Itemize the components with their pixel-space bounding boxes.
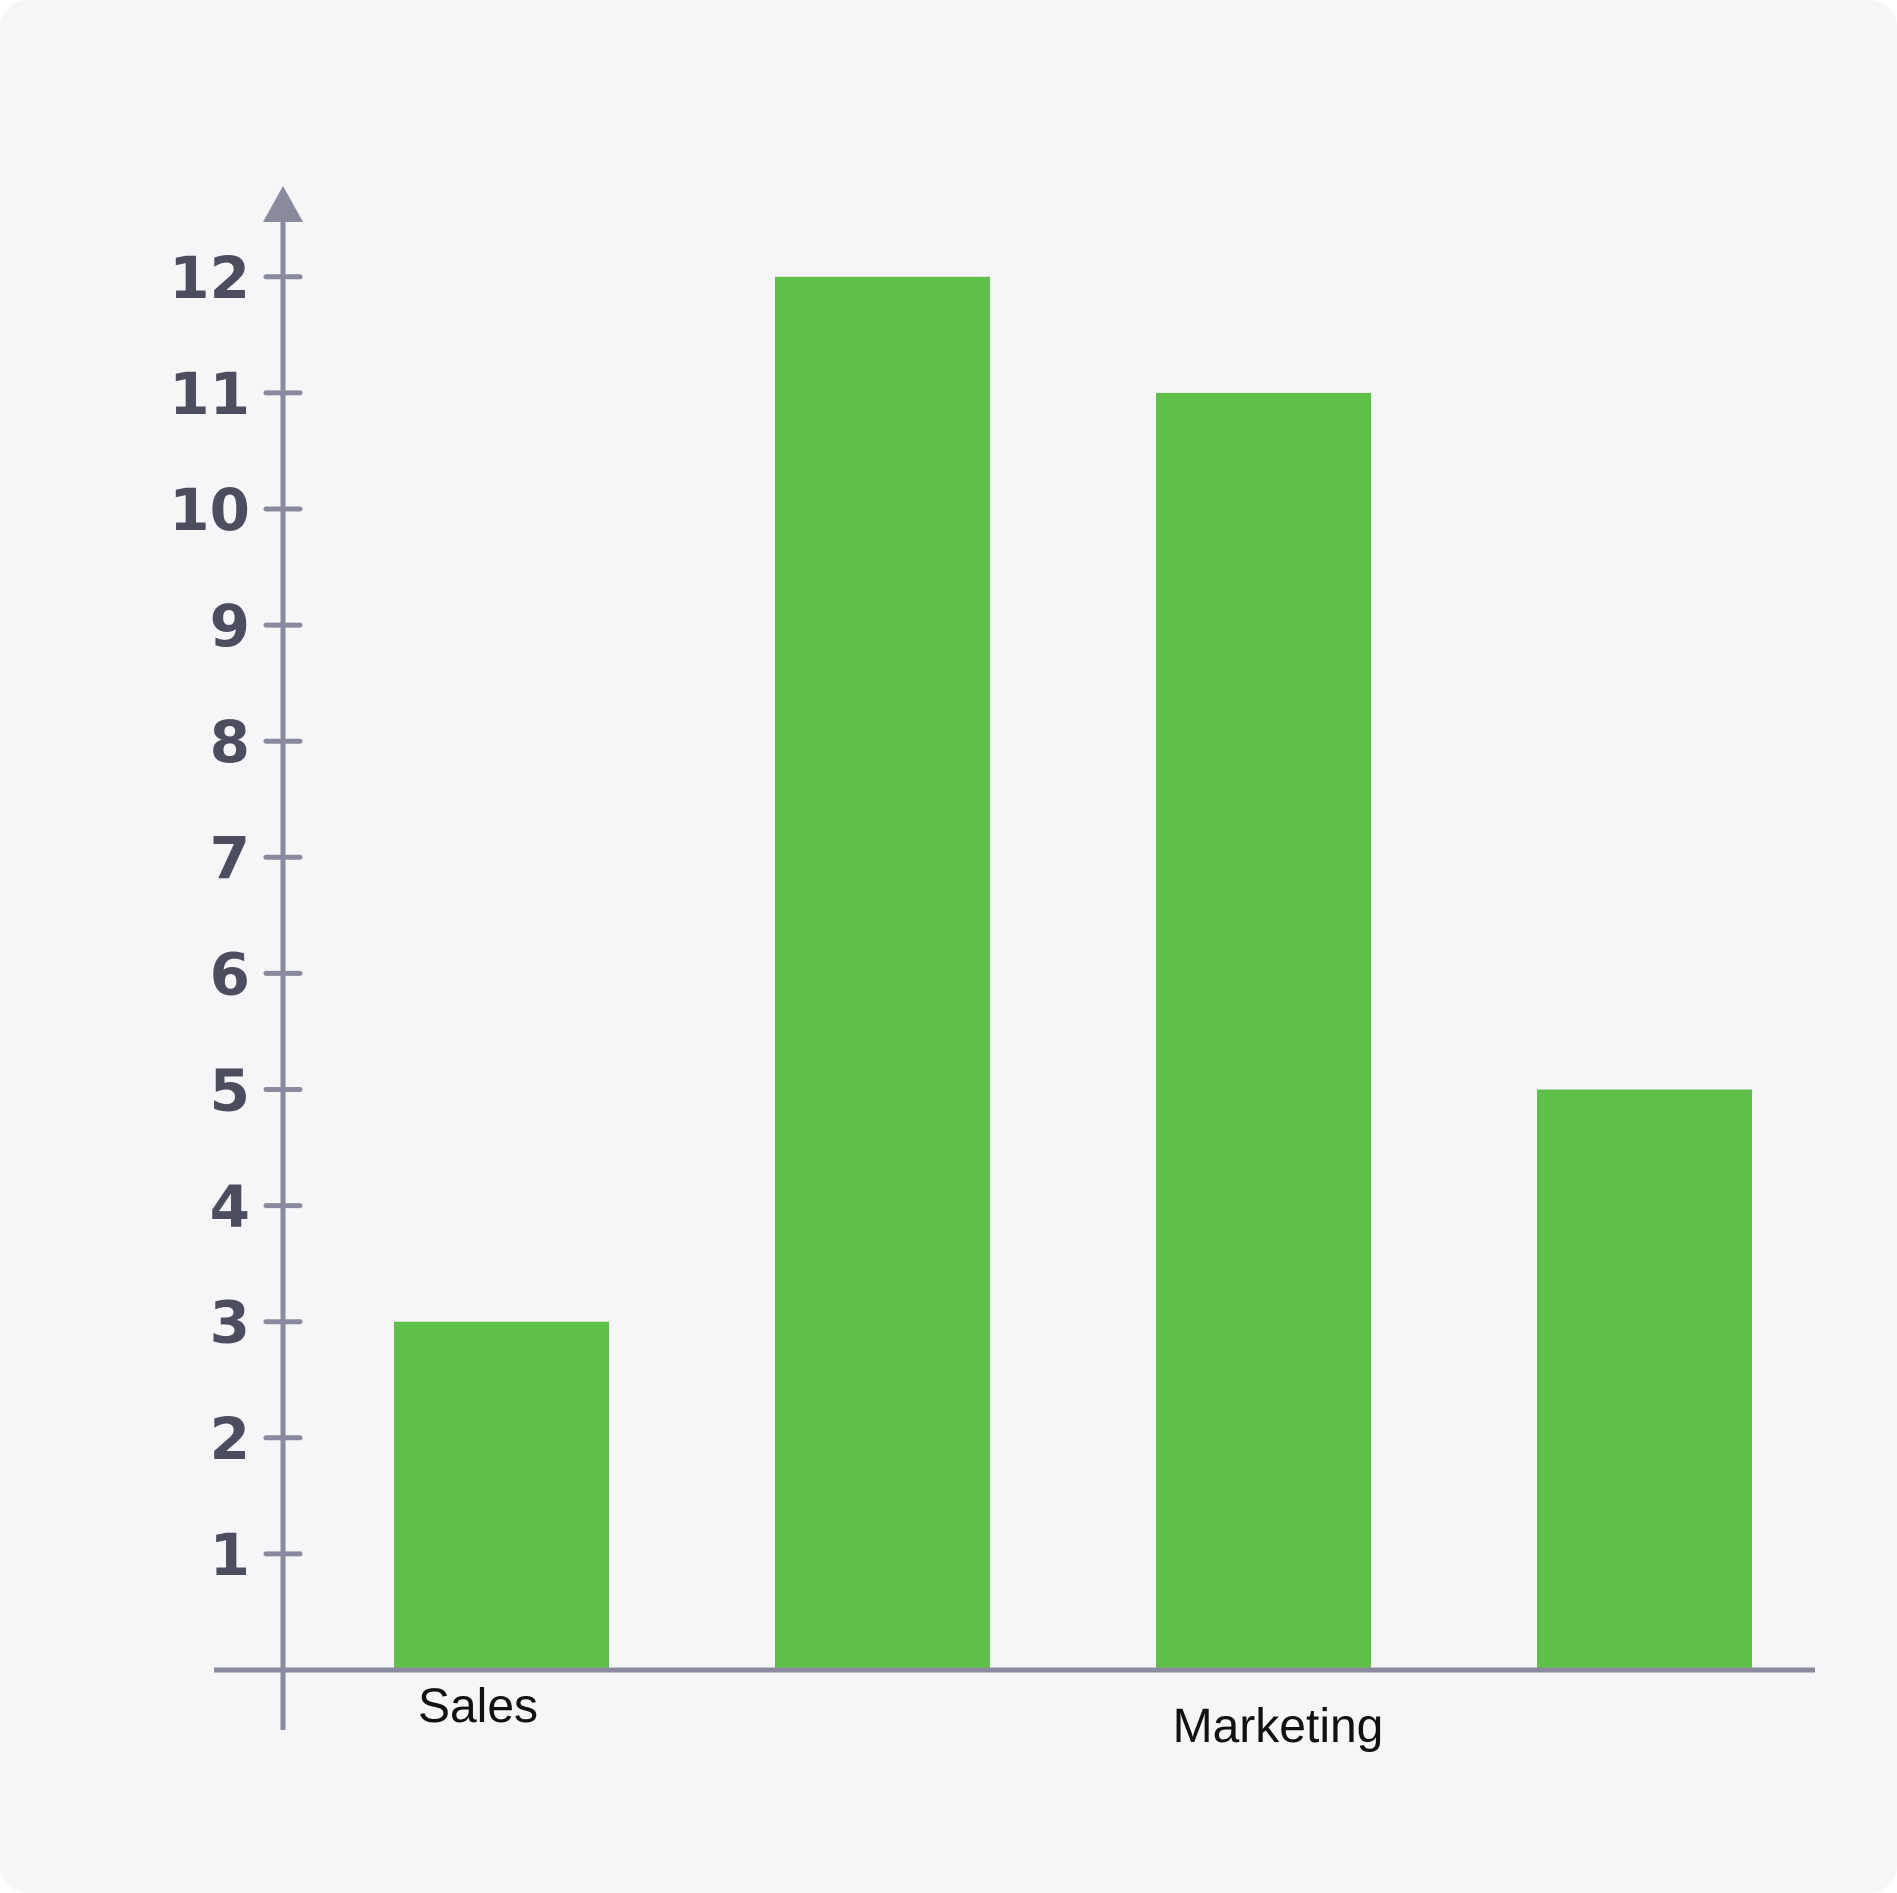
bar-2 [775, 276, 990, 1670]
y-tick-label-11: 11 [169, 360, 250, 428]
y-tick-label-8: 8 [210, 708, 250, 776]
x-category-label-1: Sales [418, 1680, 538, 1733]
y-tick-label-9: 9 [210, 592, 250, 660]
y-tick-label-5: 5 [210, 1057, 250, 1125]
y-tick-label-6: 6 [210, 940, 250, 1008]
bar-3 [1156, 392, 1371, 1670]
y-tick-label-10: 10 [169, 476, 250, 544]
y-tick-label-2: 2 [210, 1405, 250, 1473]
y-tick-label-4: 4 [210, 1173, 250, 1241]
x-category-label-3: Marketing [1173, 1700, 1384, 1753]
bars-group [394, 276, 1752, 1670]
y-tick-label-1: 1 [210, 1521, 250, 1589]
bar-1 [394, 1321, 609, 1670]
y-tick-label-7: 7 [210, 824, 250, 892]
y-axis-arrow [263, 186, 303, 222]
bar-4 [1537, 1089, 1752, 1670]
y-tick-label-3: 3 [210, 1289, 250, 1357]
y-tick-label-12: 12 [169, 244, 250, 312]
axes-group [214, 186, 1815, 1730]
